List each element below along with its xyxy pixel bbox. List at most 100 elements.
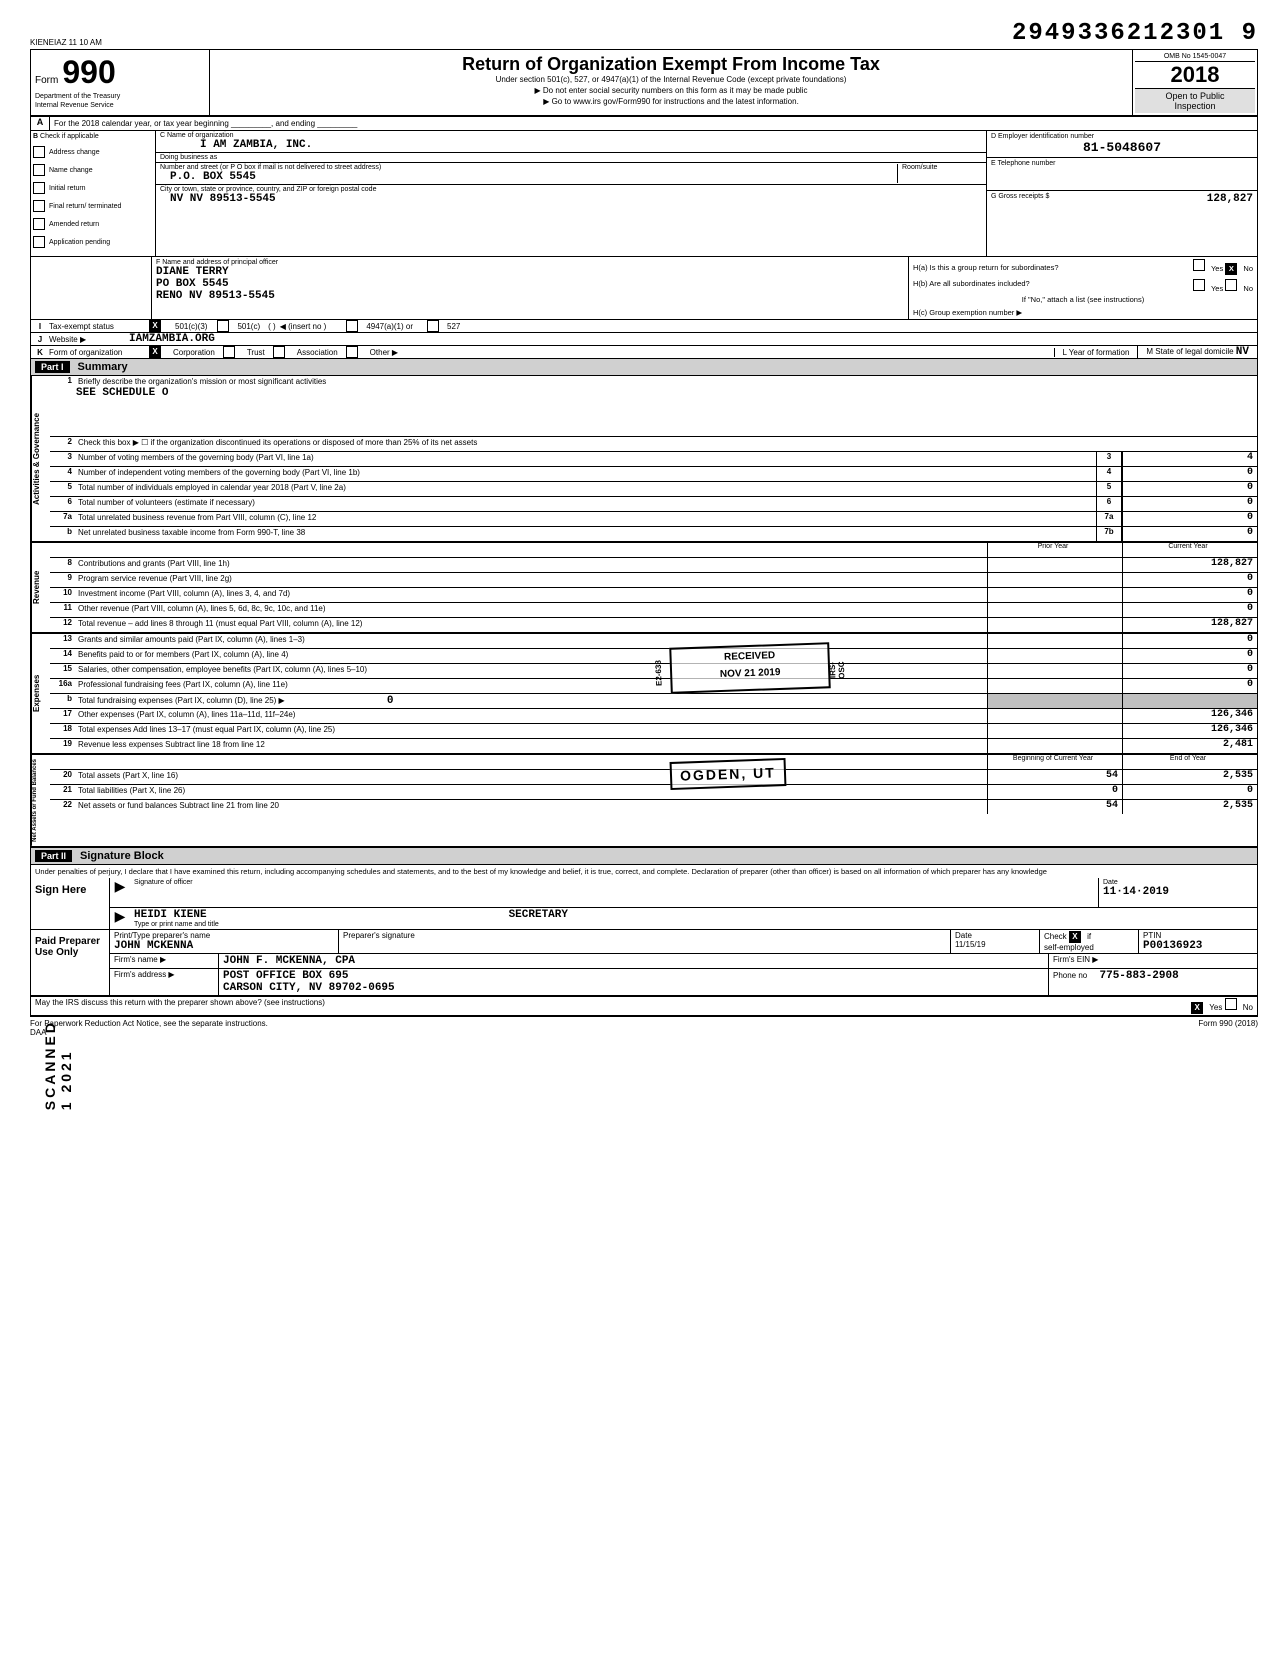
line21-text: Total liabilities (Part X, line 26) xyxy=(76,785,987,799)
ogden-stamp: OGDEN, UT xyxy=(670,758,787,790)
phone-label: Phone no xyxy=(1053,971,1087,980)
line1-value: SEE SCHEDULE O xyxy=(50,387,1257,399)
line11-text: Other revenue (Part VIII, column (A), li… xyxy=(76,603,987,617)
ssn-warning: ▶ Do not enter social security numbers o… xyxy=(214,86,1128,95)
line18-text: Total expenses Add lines 13–17 (must equ… xyxy=(76,724,987,738)
officer-sign-date: 11·14·2019 xyxy=(1103,886,1253,898)
hb-no-checkbox[interactable] xyxy=(1225,279,1237,291)
501c3-label: 501(c)(3) xyxy=(175,322,207,331)
line9-text: Program service revenue (Part VIII, line… xyxy=(76,573,987,587)
501c3-checkbox[interactable]: X xyxy=(149,320,161,332)
line21-eoy: 0 xyxy=(1122,785,1257,799)
assoc-label: Association xyxy=(297,348,338,357)
ptin-label: PTIN xyxy=(1143,931,1253,940)
other-label: Other ▶ xyxy=(370,348,398,357)
label-address-change: Address change xyxy=(49,149,100,156)
prior-year-header: Prior Year xyxy=(987,543,1122,557)
line8-current: 128,827 xyxy=(1122,558,1257,572)
part-2-title: Signature Block xyxy=(80,850,164,862)
stamp-received: RECEIVED xyxy=(679,649,819,665)
part-1-title: Summary xyxy=(78,361,128,373)
line7b-text: Net unrelated business taxable income fr… xyxy=(76,527,1096,541)
type-name-label: Type or print name and title xyxy=(134,921,1253,928)
line19-text: Revenue less expenses Subtract line 18 f… xyxy=(76,739,987,753)
vtab-net-assets: Net Assets or Fund Balances xyxy=(31,755,50,846)
form-header: Form 990 Department of the Treasury Inte… xyxy=(30,49,1258,117)
line18-current: 126,346 xyxy=(1122,724,1257,738)
hc-label: H(c) Group exemption number ▶ xyxy=(913,308,1253,317)
checkbox-initial-return[interactable] xyxy=(33,182,45,194)
current-year-header: Current Year xyxy=(1122,543,1257,557)
discuss-yes-checkbox[interactable]: X xyxy=(1191,1002,1203,1014)
hb-yes-checkbox[interactable] xyxy=(1193,279,1205,291)
vtab-governance: Activities & Governance xyxy=(31,376,50,541)
4947-checkbox[interactable] xyxy=(346,320,358,332)
firm-name-value: JOHN F. MCKENNA, CPA xyxy=(219,954,1049,968)
trust-label: Trust xyxy=(247,348,265,357)
form-subtitle: Under section 501(c), 527, or 4947(a)(1)… xyxy=(214,75,1128,84)
form-of-org-label: Form of organization xyxy=(49,348,149,357)
line14-text: Benefits paid to or for members (Part IX… xyxy=(76,649,987,663)
checkbox-amended[interactable] xyxy=(33,218,45,230)
org-name-label: C Name of organization xyxy=(160,132,234,139)
ha-label: H(a) Is this a group return for subordin… xyxy=(913,263,1059,272)
checkbox-name-change[interactable] xyxy=(33,164,45,176)
corp-checkbox[interactable]: X xyxy=(149,346,161,358)
trust-checkbox[interactable] xyxy=(223,346,235,358)
perjury-statement: Under penalties of perjury, I declare th… xyxy=(31,865,1257,878)
ha-yes-checkbox[interactable] xyxy=(1193,259,1205,271)
officer-title-value: SECRETARY xyxy=(509,909,568,921)
line15-current: 0 xyxy=(1122,664,1257,678)
eoy-header: End of Year xyxy=(1122,755,1257,769)
other-checkbox[interactable] xyxy=(346,346,358,358)
line20-eoy: 2,535 xyxy=(1122,770,1257,784)
tax-year-range: For the 2018 calendar year, or tax year … xyxy=(50,117,1257,130)
preparer-date-value: 11/15/19 xyxy=(955,940,1035,949)
discuss-no-checkbox[interactable] xyxy=(1225,998,1237,1010)
website-value: IAMZAMBIA.ORG xyxy=(129,333,215,345)
ein-label: D Employer identification number xyxy=(991,133,1094,140)
year-formation-label: L Year of formation xyxy=(1054,348,1138,357)
self-employed-checkbox[interactable]: X xyxy=(1069,931,1081,943)
state-domicile-value: NV xyxy=(1236,346,1249,358)
form-title: Return of Organization Exempt From Incom… xyxy=(214,54,1128,75)
boy-header: Beginning of Current Year xyxy=(987,755,1122,769)
checkbox-address-change[interactable] xyxy=(33,146,45,158)
501c-checkbox[interactable] xyxy=(217,320,229,332)
line6-value: 0 xyxy=(1122,497,1257,511)
assoc-checkbox[interactable] xyxy=(273,346,285,358)
tax-year: 2018 xyxy=(1135,62,1255,89)
line22-eoy: 2,535 xyxy=(1122,800,1257,814)
stamp-date: NOV 21 2019 xyxy=(680,666,820,682)
firm-addr-label: Firm's address ▶ xyxy=(110,969,219,995)
officer-street: PO BOX 5545 xyxy=(156,278,904,290)
checkbox-application-pending[interactable] xyxy=(33,236,45,248)
527-checkbox[interactable] xyxy=(427,320,439,332)
state-domicile-label: M State of legal domicile xyxy=(1146,347,1233,356)
dba-label: Doing business as xyxy=(156,153,986,163)
scanned-stamp: SCANNED 1 2021 xyxy=(42,1020,74,1110)
officer-name-value: HEIDI KIENE xyxy=(134,909,207,921)
gross-receipts-value: 128,827 xyxy=(1207,193,1253,205)
vtab-revenue: Revenue xyxy=(31,543,50,632)
firm-addr-1: POST OFFICE BOX 695 xyxy=(223,970,1044,982)
received-stamp: E2-638 RECEIVED NOV 21 2019 IRS-OSC xyxy=(669,642,831,694)
line5-value: 0 xyxy=(1122,482,1257,496)
city-value: NV NV 89513-5545 xyxy=(160,193,982,205)
line3-value: 4 xyxy=(1122,452,1257,466)
line21-boy: 0 xyxy=(987,785,1122,799)
line22-boy: 54 xyxy=(987,800,1122,814)
ha-no-checkbox[interactable]: X xyxy=(1225,263,1237,275)
dept-treasury: Department of the Treasury xyxy=(35,93,205,100)
line13-text: Grants and similar amounts paid (Part IX… xyxy=(76,634,987,648)
label-initial-return: Initial return xyxy=(49,185,86,192)
label-application-pending: Application pending xyxy=(49,239,110,246)
form-990-footer: Form 990 (2018) xyxy=(1198,1019,1258,1037)
checkbox-final-return[interactable] xyxy=(33,200,45,212)
preparer-name-label: Print/Type preparer's name xyxy=(114,931,334,940)
form-number: 990 xyxy=(62,54,115,91)
open-public-1: Open to Public xyxy=(1137,91,1253,101)
line12-text: Total revenue – add lines 8 through 11 (… xyxy=(76,618,987,632)
4947-label: 4947(a)(1) or xyxy=(366,322,413,331)
line11-current: 0 xyxy=(1122,603,1257,617)
